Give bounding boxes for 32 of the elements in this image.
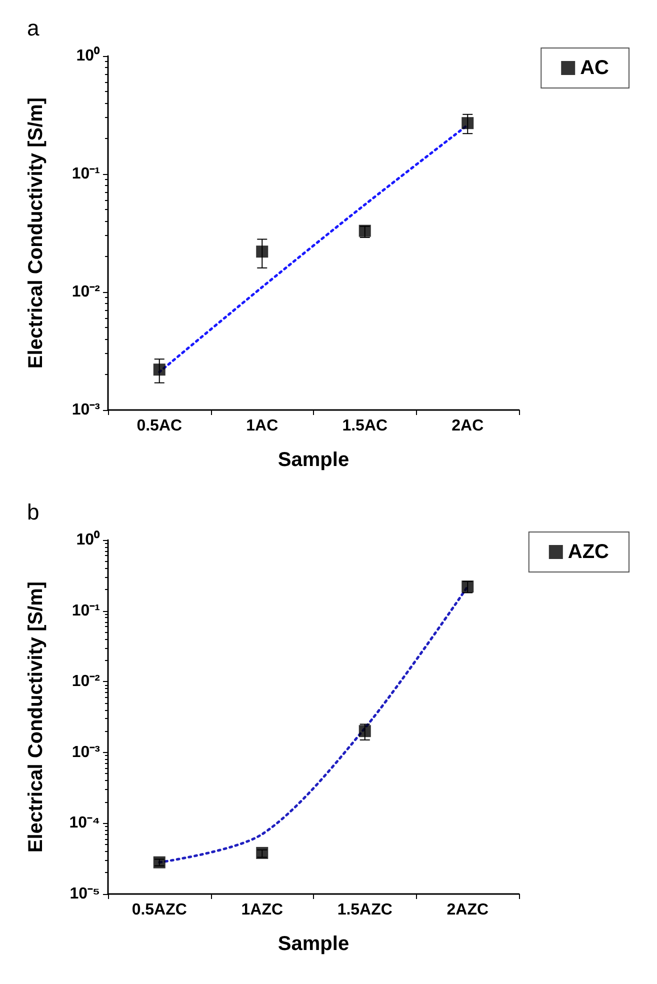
legend-label: AZC xyxy=(568,541,610,563)
y-axis-title: Electrical Conductivity [S/m] xyxy=(25,581,47,853)
x-tick-label: 0.5AZC xyxy=(132,902,188,918)
x-tick-label: 1.5AC xyxy=(342,418,388,434)
y-tick-label: 10⁻¹ xyxy=(72,166,100,182)
y-tick-label: 10⁻² xyxy=(72,673,100,690)
point xyxy=(153,364,166,376)
y-tick-label: 10⁰ xyxy=(76,46,100,64)
x-tick-label: 1AZC xyxy=(241,902,284,918)
point xyxy=(358,725,371,738)
x-tick-label: 2AC xyxy=(452,418,484,434)
y-tick-label: 10⁻² xyxy=(72,284,100,300)
point xyxy=(462,117,474,130)
y-tick-label: 10⁻⁴ xyxy=(69,814,100,832)
point xyxy=(153,856,166,868)
y-tick-label: 10⁻³ xyxy=(72,402,100,418)
chart-title: b xyxy=(27,500,40,524)
x-tick-label: 1.5AZC xyxy=(337,902,393,918)
legend-label: AC xyxy=(580,57,610,79)
x-axis-title: Sample xyxy=(278,449,350,471)
y-tick-label: 10⁻⁵ xyxy=(70,886,100,902)
x-tick-label: 2AZC xyxy=(446,902,489,918)
point xyxy=(256,246,268,258)
y-axis-title: Electrical Conductivity [S/m] xyxy=(25,97,47,369)
x-tick-label: 0.5AC xyxy=(136,418,182,434)
x-tick-label: 1AC xyxy=(246,418,279,434)
point xyxy=(256,846,268,859)
y-tick-label: 10⁰ xyxy=(76,530,100,548)
x-axis-title: Sample xyxy=(278,933,350,955)
chart-title: a xyxy=(27,16,40,40)
y-tick-label: 10⁻¹ xyxy=(72,602,100,620)
y-tick-label: 10⁻³ xyxy=(72,744,100,761)
